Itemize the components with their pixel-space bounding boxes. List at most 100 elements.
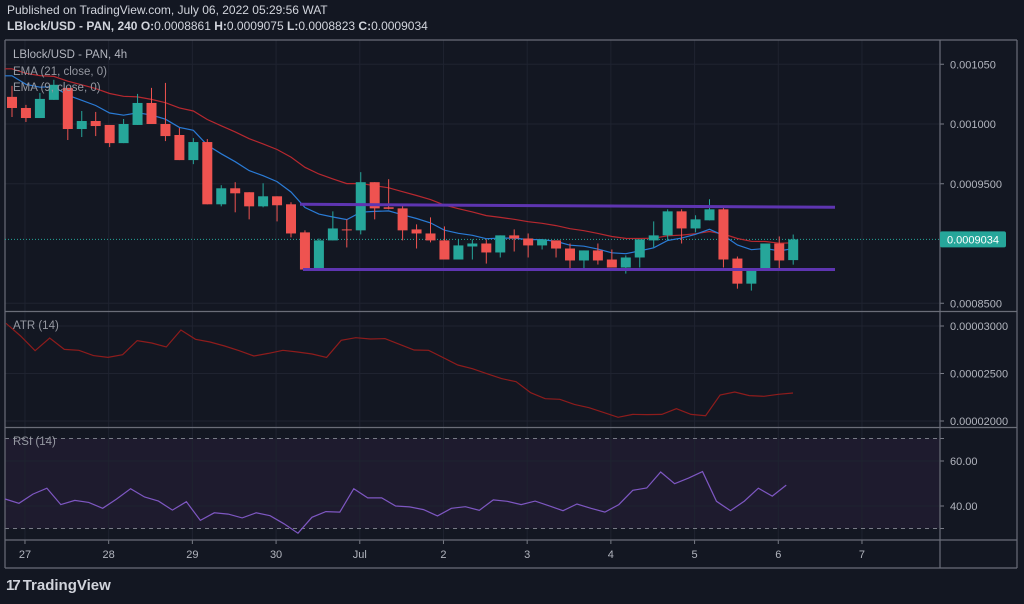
candle <box>313 238 324 270</box>
x-tick-label: 3 <box>524 549 530 561</box>
candle <box>788 234 799 265</box>
candle <box>718 207 729 268</box>
rsi-line <box>4 470 787 534</box>
candle <box>425 217 436 243</box>
ohlc-high-value: 0.0009075 <box>226 19 284 33</box>
x-tick-label: 4 <box>608 549 614 561</box>
ohlc-low-key: L: <box>287 19 299 33</box>
ohlc-low: L:0.0008823 <box>287 19 355 33</box>
ohlc-high: H:0.0009075 <box>214 19 283 33</box>
candle-body <box>718 209 729 260</box>
candle <box>202 139 213 205</box>
candle <box>286 202 296 238</box>
candle <box>774 236 785 269</box>
price-tick-label: 0.001050 <box>950 59 996 71</box>
atr-tick-label: 0.00002000 <box>950 416 1008 428</box>
ohlc-open-value: 0.0008861 <box>154 19 211 33</box>
candle <box>481 239 492 264</box>
candle-body <box>174 134 185 161</box>
candle-body <box>202 142 213 205</box>
candle-body <box>746 268 757 284</box>
candle <box>565 243 575 270</box>
candle-body <box>62 87 73 130</box>
ema21-line <box>5 68 794 244</box>
candle <box>662 209 673 241</box>
candle-body <box>397 208 408 231</box>
candle-body <box>118 124 129 144</box>
candle <box>20 104 31 122</box>
candle-body <box>774 243 785 261</box>
candle <box>746 268 757 291</box>
candle-body <box>160 124 171 137</box>
candle <box>634 239 645 268</box>
legend-rsi[interactable]: RSI (14) <box>13 436 56 448</box>
candle-body <box>48 84 59 100</box>
candle <box>299 230 310 270</box>
candle-body <box>188 142 199 161</box>
candle <box>453 239 464 260</box>
x-tick-label: 5 <box>692 549 698 561</box>
candle <box>648 221 659 248</box>
candle-body <box>7 96 17 108</box>
x-tick-label: Jul <box>353 549 367 561</box>
legend-ema9[interactable]: EMA (9, close, 0) <box>13 82 101 94</box>
candle <box>230 182 241 213</box>
candle-body <box>788 239 799 261</box>
candle-body <box>704 209 715 221</box>
candle <box>34 92 45 119</box>
candle-body <box>34 98 45 119</box>
candle-body <box>216 188 227 205</box>
candle-body <box>537 239 548 246</box>
ohlc-high-key: H: <box>214 19 227 33</box>
x-tick-label: 2 <box>440 549 446 561</box>
candle-body <box>592 250 603 261</box>
legend-symbol: LBlock/USD - PAN, 4h <box>13 49 128 61</box>
candle <box>523 233 534 258</box>
candle-body <box>760 243 771 269</box>
candle <box>341 219 352 248</box>
candle-body <box>565 248 575 261</box>
candle-body <box>132 102 143 125</box>
candle-body <box>509 235 520 239</box>
legend-ema21[interactable]: EMA (21, close, 0) <box>13 66 107 78</box>
x-tick-label: 29 <box>186 549 198 561</box>
candle-body <box>313 240 324 270</box>
candle <box>760 243 771 269</box>
ohlc-open-key: O: <box>140 19 155 33</box>
candle-body <box>383 207 394 209</box>
candle-body <box>341 229 352 231</box>
candle-body <box>369 182 380 209</box>
candle <box>62 87 73 141</box>
legend-atr[interactable]: ATR (14) <box>13 320 59 332</box>
candle <box>104 124 115 148</box>
ohlc-close: C:0.0009034 <box>358 19 427 33</box>
tradingview-logo-icon: 17 <box>6 577 21 594</box>
candle <box>216 185 227 207</box>
candle <box>272 196 283 222</box>
ohlc-close-key: C: <box>358 19 372 33</box>
tradingview-logo[interactable]: 17 TradingView <box>6 577 111 594</box>
atr-tick-label: 0.00003000 <box>950 321 1008 333</box>
candle-body <box>634 239 645 258</box>
x-tick-label: 7 <box>859 549 865 561</box>
symbol-interval: LBlock/USD - PAN, 240 <box>7 19 138 33</box>
candle <box>76 110 87 138</box>
candle <box>676 209 687 244</box>
candle <box>704 199 715 221</box>
candle-body <box>495 235 506 253</box>
candle <box>509 229 520 252</box>
candle-body <box>732 258 743 284</box>
candle-body <box>411 229 422 234</box>
ema9-line <box>5 75 794 255</box>
candle <box>578 250 589 269</box>
candle-body <box>258 196 269 207</box>
candle-body <box>76 121 87 130</box>
candle <box>592 243 603 265</box>
candle-body <box>578 250 589 261</box>
symbol-ohlc-line: LBlock/USD - PAN, 240 O:0.0008861 H:0.00… <box>7 19 428 33</box>
ohlc-open: O:0.0008861 <box>141 19 211 33</box>
candle <box>160 82 171 142</box>
candle <box>7 85 17 117</box>
x-tick-label: 28 <box>103 549 115 561</box>
